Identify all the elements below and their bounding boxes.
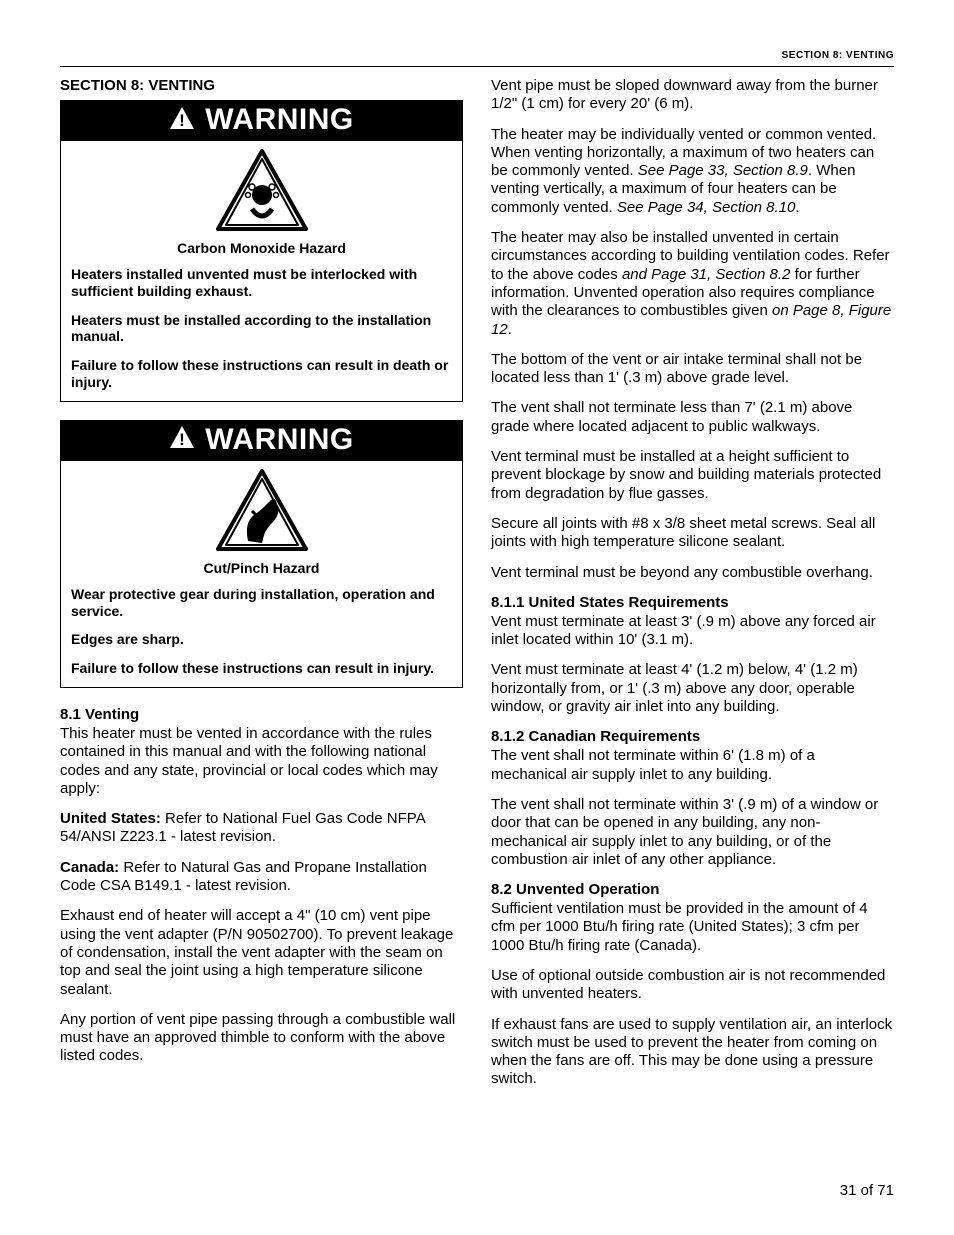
- body-text: The vent shall not terminate less than 7…: [491, 399, 894, 436]
- body-text: The vent shall not terminate within 6' (…: [491, 747, 894, 784]
- warning-body: Heaters installed unvented must be inter…: [61, 266, 462, 401]
- body-text: United States: Refer to National Fuel Ga…: [60, 810, 463, 847]
- heading-8-1-2: 8.1.2 Canadian Requirements: [491, 728, 894, 745]
- body-text: Sufficient ventilation must be provided …: [491, 900, 894, 955]
- italic-ref: See Page 34, Section 8.10: [617, 199, 795, 216]
- left-column: SECTION 8: VENTING ! WARNING: [60, 77, 463, 1101]
- body-text: Vent pipe must be sloped downward away f…: [491, 77, 894, 114]
- right-column: Vent pipe must be sloped downward away f…: [491, 77, 894, 1101]
- body-text: Use of optional outside combustion air i…: [491, 967, 894, 1004]
- svg-text:!: !: [179, 111, 185, 130]
- body-text: Exhaust end of heater will accept a 4" (…: [60, 907, 463, 998]
- svg-text:!: !: [179, 430, 185, 449]
- cut-hazard-icon: [214, 540, 310, 557]
- heading-8-1: 8.1 Venting: [60, 706, 463, 723]
- hazard-icon-wrap: [61, 461, 462, 560]
- alert-triangle-icon: !: [169, 425, 195, 454]
- body-text: The heater may also be installed unvente…: [491, 229, 894, 339]
- text-span: .: [508, 321, 512, 338]
- italic-ref: and Page 31, Section 8.2: [622, 266, 790, 283]
- warning-text: Heaters installed unvented must be inter…: [71, 266, 452, 300]
- rule-top: [60, 66, 894, 67]
- body-text: Vent terminal must be installed at a hei…: [491, 448, 894, 503]
- warning-text: Heaters must be installed according to t…: [71, 312, 452, 346]
- body-text: The vent shall not terminate within 3' (…: [491, 796, 894, 869]
- bold-label: Canada:: [60, 859, 119, 876]
- italic-ref: See Page 33, Section 8.9: [638, 162, 808, 179]
- bold-label: United States:: [60, 810, 161, 827]
- hazard-title: Cut/Pinch Hazard: [61, 560, 462, 586]
- body-text: Vent must terminate at least 3' (.9 m) a…: [491, 613, 894, 650]
- warning-text: Edges are sharp.: [71, 631, 452, 648]
- page-number: 31 of 71: [840, 1182, 894, 1199]
- co-hazard-icon: [214, 220, 310, 237]
- body-text: This heater must be vented in accordance…: [60, 725, 463, 798]
- body-text: Vent must terminate at least 4' (1.2 m) …: [491, 661, 894, 716]
- warning-body: Wear protective gear during installation…: [61, 586, 462, 687]
- running-head: SECTION 8: VENTING: [782, 50, 894, 61]
- body-text: Vent terminal must be beyond any combust…: [491, 564, 894, 582]
- warning-header: ! WARNING: [61, 421, 462, 461]
- alert-triangle-icon: !: [169, 106, 195, 135]
- body-text: Canada: Refer to Natural Gas and Propane…: [60, 859, 463, 896]
- hazard-title: Carbon Monoxide Hazard: [61, 240, 462, 266]
- heading-8-1-1: 8.1.1 United States Requirements: [491, 594, 894, 611]
- hazard-icon-wrap: [61, 141, 462, 240]
- warning-text: Failure to follow these instructions can…: [71, 660, 452, 677]
- warning-label: WARNING: [205, 423, 354, 457]
- warning-box-cut: ! WARNING Cut/Pinch Hazard Wear protecti…: [60, 420, 463, 688]
- body-text: Secure all joints with #8 x 3/8 sheet me…: [491, 515, 894, 552]
- warning-header: ! WARNING: [61, 101, 462, 141]
- heading-8-2: 8.2 Unvented Operation: [491, 881, 894, 898]
- body-text: Any portion of vent pipe passing through…: [60, 1011, 463, 1066]
- body-text: The bottom of the vent or air intake ter…: [491, 351, 894, 388]
- body-text: If exhaust fans are used to supply venti…: [491, 1016, 894, 1089]
- section-title: SECTION 8: VENTING: [60, 77, 463, 94]
- warning-box-co: ! WARNING Ca: [60, 100, 463, 402]
- warning-text: Wear protective gear during installation…: [71, 586, 452, 620]
- warning-label: WARNING: [205, 103, 354, 137]
- warning-text: Failure to follow these instructions can…: [71, 357, 452, 391]
- body-text: The heater may be individually vented or…: [491, 126, 894, 217]
- two-column-layout: SECTION 8: VENTING ! WARNING: [60, 77, 894, 1101]
- text-span: .: [795, 199, 799, 216]
